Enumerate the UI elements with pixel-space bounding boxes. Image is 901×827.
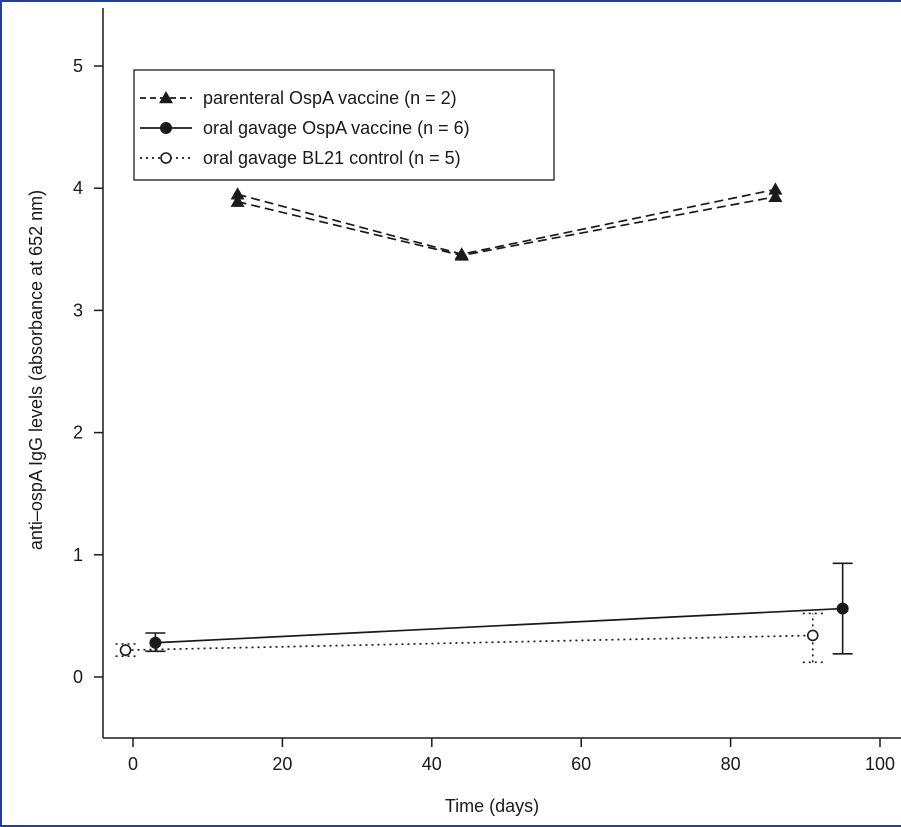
x-tick-label: 0 <box>128 754 138 774</box>
series-3 <box>115 612 823 664</box>
x-tick-label: 40 <box>422 754 442 774</box>
series-line <box>237 188 776 256</box>
legend-label: oral gavage OspA vaccine (n = 6) <box>203 118 470 138</box>
legend-label: parenteral OspA vaccine (n = 2) <box>203 88 457 108</box>
y-tick-label: 1 <box>73 545 83 565</box>
legend-marker <box>159 91 173 104</box>
series-2 <box>145 562 853 655</box>
x-tick-label: 20 <box>272 754 292 774</box>
legend-label: oral gavage BL21 control (n = 5) <box>203 148 461 168</box>
series-line <box>125 634 813 651</box>
y-tick-label: 3 <box>73 300 83 320</box>
series-1 <box>230 182 783 261</box>
x-axis-title: Time (days) <box>445 796 539 816</box>
legend-box <box>133 69 555 181</box>
series-line <box>155 607 843 644</box>
data-point <box>836 602 849 615</box>
y-tick-label: 5 <box>73 56 83 76</box>
data-point <box>768 182 783 195</box>
y-axis-title: anti–ospA IgG levels (absorbance at 652 … <box>26 190 46 550</box>
legend-marker <box>160 122 172 134</box>
legend-marker <box>160 152 172 164</box>
data-point <box>806 629 819 642</box>
y-tick-label: 2 <box>73 423 83 443</box>
data-point <box>454 248 469 261</box>
data-point <box>230 187 245 200</box>
y-tick-label: 4 <box>73 178 83 198</box>
data-point <box>119 644 132 656</box>
x-tick-label: 80 <box>721 754 741 774</box>
data-point <box>768 189 783 203</box>
data-point <box>230 194 245 207</box>
y-tick-label: 0 <box>73 667 83 687</box>
data-point <box>149 636 162 649</box>
x-tick-label: 100 <box>865 754 895 774</box>
x-tick-label: 60 <box>571 754 591 774</box>
